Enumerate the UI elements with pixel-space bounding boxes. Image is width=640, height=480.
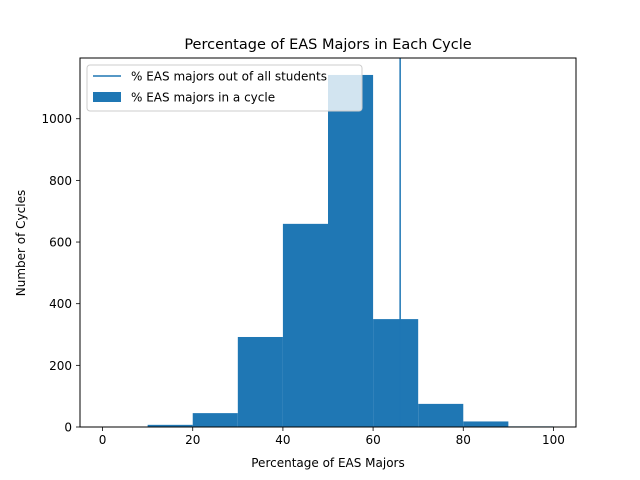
x-tick-label: 40	[275, 433, 290, 447]
histogram-bar-1	[147, 424, 193, 427]
histogram-bar-3	[237, 336, 283, 427]
chart-title: Percentage of EAS Majors in Each Cycle	[184, 37, 471, 53]
x-tick-label: 60	[365, 433, 380, 447]
y-axis-label: Number of Cycles	[14, 190, 28, 296]
y-tick-label: 1000	[41, 112, 72, 126]
y-tick-label: 200	[49, 359, 72, 373]
x-tick-label: 20	[185, 433, 200, 447]
x-tick-label: 0	[99, 433, 107, 447]
histogram-bar-7	[418, 403, 464, 427]
y-tick-label: 400	[49, 297, 72, 311]
x-axis-ticks: 0 20 40 60 80 100	[99, 427, 565, 447]
y-tick-label: 800	[49, 174, 72, 188]
histogram-bars	[147, 74, 554, 427]
legend-patch-swatch	[93, 92, 121, 102]
histogram-bar-6	[373, 319, 419, 427]
x-tick-label: 80	[456, 433, 471, 447]
y-axis-ticks: 0 200 400 600 800 1000	[41, 112, 80, 435]
histogram-bar-2	[192, 413, 238, 427]
x-tick-label: 100	[542, 433, 565, 447]
legend-entry-patch: % EAS majors in a cycle	[131, 91, 275, 105]
histogram-bar-4	[282, 223, 328, 427]
legend-box	[86, 64, 363, 112]
histogram-bar-8	[463, 421, 509, 427]
legend-entry-line: % EAS majors out of all students	[131, 70, 327, 84]
y-tick-label: 600	[49, 236, 72, 250]
histogram-bar-5	[328, 74, 374, 427]
legend: % EAS majors out of all students % EAS m…	[86, 64, 363, 112]
y-tick-label: 0	[64, 421, 72, 435]
plot-frame	[79, 57, 577, 428]
x-axis-label: Percentage of EAS Majors	[251, 456, 405, 470]
